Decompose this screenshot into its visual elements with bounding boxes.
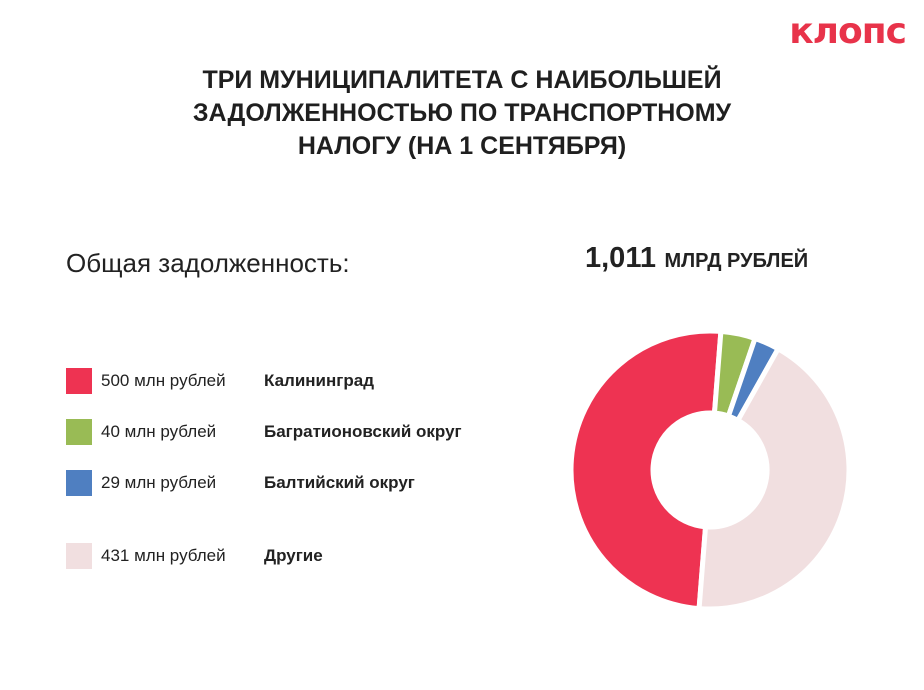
title-line-1: ТРИ МУНИЦИПАЛИТЕТА С НАИБОЛЬШЕЙ [202, 66, 722, 94]
donut-chart [568, 328, 852, 612]
legend-item-other: 431 млн рублей Другие [66, 543, 526, 569]
legend-value: 40 млн рублей [101, 422, 217, 441]
legend-name: Другие [264, 546, 323, 565]
klops-logo: клопс [789, 11, 907, 52]
total-debt-label: Общая задолженность: [66, 248, 350, 278]
legend-value: 431 млн рублей [101, 546, 226, 565]
legend-swatch [66, 470, 92, 496]
legend-name: Калининград [264, 371, 374, 390]
title-line-2: ЗАДОЛЖЕННОСТЬЮ ПО ТРАНСПОРТНОМУ [192, 99, 732, 127]
donut-slice-4 [696, 346, 852, 612]
legend-swatch [66, 368, 92, 394]
chart-title: ТРИ МУНИЦИПАЛИТЕТА С НАИБОЛЬШЕЙ ЗАДОЛЖЕН… [0, 64, 924, 163]
legend-swatch [66, 543, 92, 569]
legend-swatch [66, 419, 92, 445]
legend-name: Балтийский округ [264, 473, 415, 492]
total-debt-number: 1,011 [585, 242, 656, 274]
title-line-3: НАЛОГУ (НА 1 СЕНТЯБРЯ) [297, 132, 627, 160]
legend-name: Багратионовский округ [264, 422, 462, 441]
donut-slice-1 [568, 328, 724, 612]
total-debt-unit: млрд рублей [664, 250, 809, 272]
legend-item-baltiysky: 29 млн рублей Балтийский округ [66, 470, 526, 496]
legend-value: 29 млн рублей [101, 473, 217, 492]
legend-item-bagrationovsky: 40 млн рублей Багратионовский округ [66, 419, 526, 445]
total-debt-value: 1,011 млрд рублей [585, 242, 808, 275]
legend-value: 500 млн рублей [101, 371, 226, 390]
legend-item-kaliningrad: 500 млн рублей Калининград [66, 368, 526, 394]
